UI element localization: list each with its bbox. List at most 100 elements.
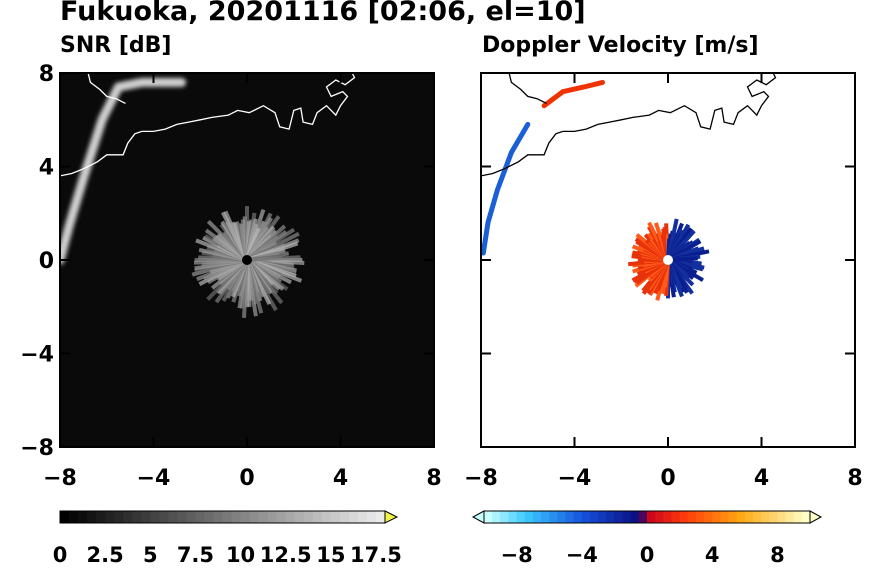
doppler-colorbar-cell (598, 511, 607, 523)
y-tick-label: 0 (39, 249, 54, 274)
colorbars: 0 2.5 5 7.5 10 12.5 15 17.5 −8 −4 0 4 8 (53, 510, 823, 567)
snr-colorbar-cell (195, 511, 205, 523)
snr-colorbar-cell (96, 511, 106, 523)
snr-colorbar-cell (240, 511, 250, 523)
doppler-colorbar-label: 4 (705, 543, 720, 567)
snr-coastal-band (60, 77, 187, 265)
doppler-colorbar-cell (704, 511, 713, 523)
doppler-colorbar-cell (736, 511, 746, 523)
coastline-north-left (87, 73, 126, 104)
snr-echo (191, 206, 305, 319)
doppler-colorbar-cell (500, 511, 509, 523)
snr-colorbar-cell (231, 511, 241, 523)
snr-colorbar-cell (60, 511, 70, 523)
x-tick-label: 8 (426, 466, 441, 491)
doppler-colorbar-cell (581, 511, 591, 523)
doppler-colorbar-extend-min (471, 510, 485, 524)
doppler-colorbar-cell (728, 511, 738, 523)
doppler-colorbar-cell (752, 511, 762, 523)
doppler-colorbar-frame (483, 510, 811, 524)
doppler-colorbar-cell (622, 511, 632, 523)
snr-panel-title: SNR [dB] (60, 33, 172, 58)
radar-site-marker-right (663, 255, 673, 265)
doppler-panel-title: Doppler Velocity [m/s] (482, 33, 759, 58)
doppler-colorbar-cell (663, 511, 672, 523)
coastline-north-right (508, 73, 547, 104)
x-tick-label: −8 (43, 466, 77, 491)
snr-colorbar-cell (348, 511, 359, 523)
doppler-colorbar-cell (614, 511, 623, 523)
doppler-colorbar-cell (793, 511, 803, 523)
doppler-colorbar-cell (712, 511, 721, 523)
snr-colorbar-cell (321, 511, 332, 523)
y-tick-label: −8 (20, 436, 54, 461)
coastline-left (60, 73, 356, 177)
snr-colorbar-label: 17.5 (350, 543, 402, 567)
doppler-colorbar-cell (744, 511, 754, 523)
snr-colorbar-cell (123, 511, 133, 523)
snr-colorbar-cell (258, 511, 269, 523)
snr-colorbar-label: 10 (226, 543, 255, 567)
snr-panel (59, 72, 435, 448)
doppler-colorbar-cell (589, 511, 599, 523)
doppler-colorbar-cell (524, 511, 534, 523)
snr-colorbar-label: 7.5 (177, 543, 214, 567)
snr-colorbar-label: 12.5 (260, 543, 312, 567)
x-tick-label: 4 (333, 466, 348, 491)
x-tick-label: 8 (847, 466, 862, 491)
doppler-colorbar-cell (777, 511, 786, 523)
snr-colorbar-cell (294, 511, 305, 523)
snr-colorbar-cell (285, 511, 296, 523)
doppler-colorbar-cell (801, 511, 811, 523)
snr-colorbar-cell (330, 511, 341, 523)
doppler-colorbar-cell (549, 511, 558, 523)
snr-colorbar-cell (168, 511, 178, 523)
axis-ticks: −8 −4 0 4 8 −8 −4 0 4 8 −8 −4 0 4 8 (20, 62, 862, 491)
doppler-colorbar-cell (695, 511, 705, 523)
doppler-colorbar-cell (679, 511, 689, 523)
x-tick-label: −8 (464, 466, 498, 491)
x-tick-label: 4 (754, 466, 769, 491)
snr-colorbar-cell (303, 511, 314, 523)
y-tick-label: −4 (20, 343, 54, 368)
snr-colorbar-cell (204, 511, 214, 523)
x-tick-label: −4 (137, 466, 171, 491)
radar-site-marker (242, 255, 252, 265)
snr-colorbar-cell (114, 511, 124, 523)
snr-colorbar-extend (384, 510, 399, 524)
y-tick-label: 4 (39, 156, 54, 181)
doppler-colorbar-cell (516, 511, 526, 523)
snr-colorbar-cell (357, 511, 368, 523)
y-tick-label: 8 (39, 62, 54, 87)
snr-colorbar-label: 15 (316, 543, 345, 567)
x-tick-label: −4 (558, 466, 592, 491)
doppler-colorbar-cell (606, 511, 615, 523)
snr-colorbar-label: 2.5 (87, 543, 124, 567)
doppler-colorbar-cell (785, 511, 795, 523)
doppler-colorbar-cell (638, 511, 648, 523)
doppler-colorbar-cell (532, 511, 542, 523)
doppler-colorbar-cell (647, 511, 656, 523)
snr-colorbar-cell (105, 511, 115, 523)
doppler-colorbar-cell (557, 511, 566, 523)
snr-colorbar-cell (276, 511, 287, 523)
doppler-colorbar-label: −4 (566, 543, 598, 567)
snr-colorbar-cell (267, 511, 278, 523)
snr-colorbar-cell (339, 511, 350, 523)
doppler-colorbar-extend-max (809, 510, 823, 524)
snr-colorbar-cell (69, 511, 79, 523)
doppler-colorbar-cell (655, 511, 664, 523)
snr-colorbar-cell (141, 511, 151, 523)
snr-colorbar-cell (249, 511, 260, 523)
snr-colorbar-cell (366, 511, 377, 523)
doppler-colorbar-cell (761, 511, 770, 523)
doppler-colorbar-cell (769, 511, 778, 523)
doppler-colorbar-label: −8 (500, 543, 532, 567)
snr-colorbar-cell (186, 511, 196, 523)
doppler-colorbar-cell (671, 511, 680, 523)
snr-colorbar-cell (159, 511, 169, 523)
doppler-colorbar-cell (687, 511, 697, 523)
figure-title: Fukuoka, 20201116 [02:06, el=10] (60, 0, 586, 27)
snr-colorbar-label: 0 (53, 543, 68, 567)
doppler-colorbar-cell (541, 511, 550, 523)
